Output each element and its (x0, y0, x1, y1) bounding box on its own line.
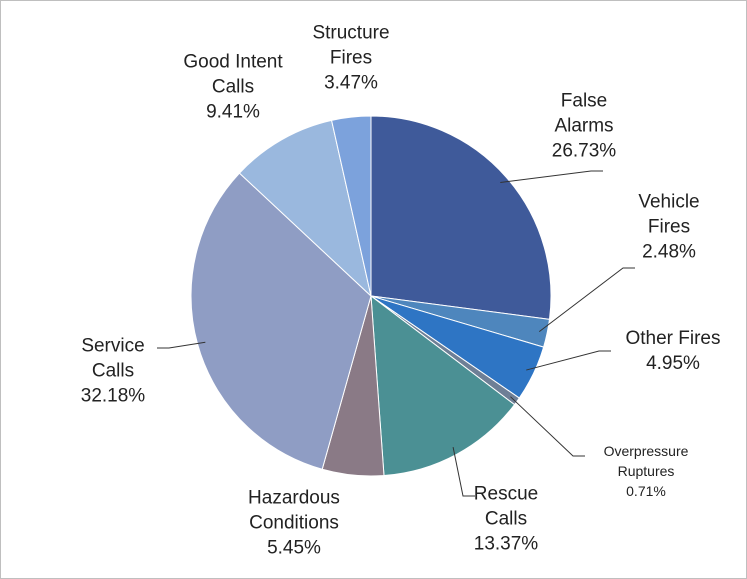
leader-line (452, 447, 475, 497)
category-label: Structure Fires (312, 22, 390, 69)
data-label: Vehicle Fires 2.48% (622, 190, 717, 265)
leader-line (538, 267, 635, 333)
data-label: Hazardous Conditions 5.45% (229, 486, 359, 561)
category-label: Hazardous Conditions (248, 487, 340, 534)
value-label: 3.47% (324, 72, 378, 94)
leader-line (526, 350, 611, 371)
pie-slice (330, 115, 372, 297)
category-label: Other Fires (625, 328, 721, 349)
value-label: 4.95% (646, 353, 700, 374)
data-label: Overpressure Ruptures 0.71% (576, 441, 716, 501)
data-label: Service Calls 32.18% (66, 334, 161, 409)
value-label: 13.37% (473, 533, 539, 555)
data-label: Other Fires 4.95% (588, 326, 746, 376)
category-label: Service Calls (81, 335, 145, 382)
pie-slice (370, 115, 552, 320)
category-label: Rescue Calls (473, 483, 539, 530)
data-label: False Alarms 26.73% (537, 89, 632, 164)
value-label: 0.71% (626, 483, 666, 499)
value-label: 5.45% (267, 537, 321, 559)
leader-line (500, 170, 603, 184)
category-label: Overpressure Ruptures (603, 443, 689, 479)
category-label: Vehicle Fires (638, 191, 700, 238)
leader-line (157, 341, 206, 349)
data-label: Rescue Calls 13.37% (459, 482, 554, 557)
data-label: Good Intent Calls 9.41% (166, 50, 301, 125)
pie-slice (370, 294, 516, 477)
value-label: 2.48% (642, 241, 696, 263)
category-label: False Alarms (554, 90, 614, 137)
value-label: 26.73% (551, 140, 617, 162)
data-label: Structure Fires 3.47% (296, 21, 406, 96)
value-label: 32.18% (80, 385, 146, 407)
value-label: 9.41% (206, 101, 260, 123)
pie-slice (238, 119, 372, 298)
leader-line (510, 396, 585, 457)
category-label: Good Intent Calls (183, 51, 283, 98)
pie-slice (190, 172, 372, 470)
